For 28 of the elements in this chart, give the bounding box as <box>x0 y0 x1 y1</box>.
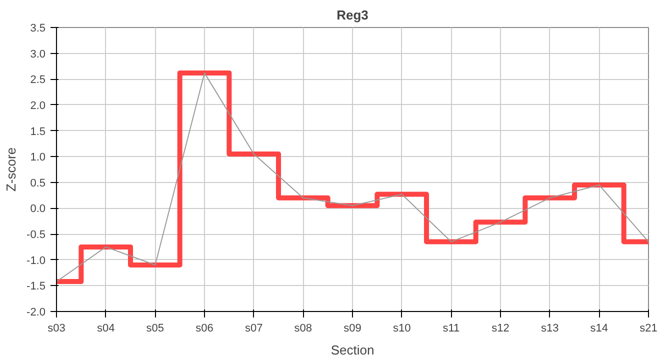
x-tick-label: s11 <box>442 322 460 334</box>
y-tick-label: 0.5 <box>30 177 46 190</box>
x-tick-label: s09 <box>344 322 362 334</box>
y-tick-label: 3.5 <box>30 22 46 34</box>
x-tick-label: s06 <box>196 322 214 334</box>
x-tick-label: s05 <box>146 322 164 334</box>
y-tick-label: -1.0 <box>26 254 46 267</box>
y-axis-title: Z-score <box>4 147 19 192</box>
y-tick-label: 1.0 <box>30 152 46 164</box>
x-tick-label: s10 <box>392 322 411 334</box>
x-tick-label: s04 <box>96 322 115 334</box>
x-tick-label: s12 <box>492 322 510 334</box>
x-tick-label: s07 <box>244 322 263 334</box>
x-tick-label: s13 <box>540 322 559 334</box>
y-tick-label: 1.5 <box>30 126 46 138</box>
x-tick-label: s08 <box>294 322 312 334</box>
x-tick-label: s14 <box>590 322 608 334</box>
y-tick-label: 0.0 <box>30 203 46 216</box>
x-axis-title: Section <box>330 342 374 358</box>
chart-title: Reg3 <box>336 8 368 22</box>
y-tick-label: -0.5 <box>26 229 46 242</box>
y-tick-label: -1.5 <box>26 280 46 293</box>
y-tick-label: 3.0 <box>30 48 46 60</box>
y-tick-label: 2.0 <box>30 100 46 112</box>
y-tick-label: -2.0 <box>26 306 46 318</box>
x-tick-label: s03 <box>48 322 66 334</box>
x-tick-label: s21 <box>640 322 658 334</box>
y-tick-label: 2.5 <box>30 74 46 86</box>
